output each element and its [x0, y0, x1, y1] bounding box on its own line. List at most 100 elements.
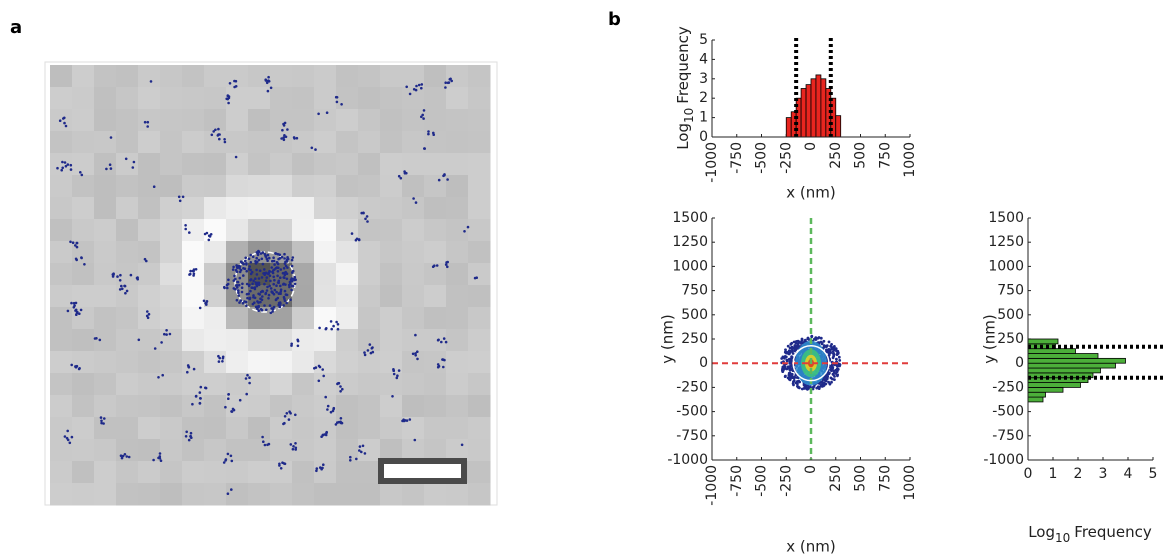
localization: [288, 280, 292, 284]
localization: [143, 257, 147, 261]
density-point: [800, 337, 804, 341]
x-tick-label: 3: [1099, 466, 1108, 482]
localization: [364, 217, 367, 221]
localization: [403, 170, 406, 173]
localization: [289, 278, 293, 282]
image-pixel: [292, 373, 315, 396]
image-pixel: [50, 439, 73, 462]
localization: [249, 253, 252, 257]
localization: [137, 338, 141, 342]
localization: [318, 326, 321, 330]
x-tick-label: 250: [828, 465, 844, 492]
image-pixel: [72, 87, 95, 110]
localization: [245, 304, 248, 308]
density-point: [783, 375, 787, 378]
localization: [224, 405, 227, 409]
localization: [280, 255, 284, 259]
localization: [273, 278, 276, 282]
localization: [100, 419, 103, 423]
image-pixel: [358, 65, 381, 88]
localization: [63, 161, 67, 164]
image-pixel: [468, 87, 491, 110]
image-pixel: [446, 87, 469, 110]
localization: [284, 283, 287, 286]
localization: [265, 276, 269, 279]
localization: [262, 440, 265, 444]
localization: [248, 376, 251, 380]
image-pixel: [292, 65, 315, 88]
localization: [254, 259, 257, 263]
localization: [396, 374, 399, 378]
localization: [273, 263, 276, 266]
image-pixel: [270, 197, 293, 220]
image-pixel: [336, 395, 359, 418]
localization: [234, 277, 237, 281]
image-pixel: [380, 241, 403, 264]
image-pixel: [358, 461, 381, 484]
localization: [244, 256, 247, 260]
localization: [271, 310, 274, 313]
localization: [160, 341, 163, 344]
density-point: [835, 353, 839, 356]
density-point: [791, 376, 795, 379]
image-pixel: [380, 483, 403, 506]
x-tick-label: -500: [754, 142, 770, 174]
image-pixel: [226, 439, 249, 462]
image-pixel: [424, 329, 447, 352]
image-pixel: [116, 197, 139, 220]
localization: [192, 272, 196, 276]
image-pixel: [248, 109, 271, 132]
image-pixel: [72, 417, 95, 440]
image-pixel: [402, 109, 425, 132]
image-pixel: [358, 175, 381, 198]
image-pixel: [424, 417, 447, 440]
image-pixel: [226, 131, 249, 154]
localization: [80, 173, 84, 177]
density-point: [786, 376, 790, 380]
localization: [246, 373, 249, 377]
localization: [247, 267, 251, 271]
localization: [74, 309, 77, 312]
localization: [75, 364, 79, 368]
image-pixel: [314, 351, 337, 374]
localization: [264, 279, 268, 283]
image-pixel: [270, 131, 293, 154]
localization: [192, 268, 196, 271]
localization: [310, 146, 314, 150]
localization: [289, 443, 293, 446]
localization: [266, 443, 269, 447]
localization: [397, 369, 401, 372]
density-point: [827, 353, 831, 357]
image-pixel: [468, 109, 491, 132]
image-pixel: [468, 461, 491, 484]
localization: [217, 354, 220, 358]
axis-label: x (nm): [786, 538, 835, 556]
localization: [212, 130, 215, 133]
image-pixel: [468, 483, 491, 506]
localization: [436, 365, 440, 369]
image-pixel: [248, 461, 271, 484]
localization: [272, 275, 276, 279]
image-pixel: [160, 131, 183, 154]
localization: [290, 284, 294, 288]
density-point: [786, 365, 790, 369]
localization: [264, 291, 268, 295]
localization: [214, 128, 217, 132]
density-point: [837, 355, 841, 359]
density-point: [838, 359, 842, 362]
localization: [269, 311, 273, 315]
localization: [435, 264, 439, 267]
localization: [263, 282, 266, 286]
localization: [339, 390, 342, 393]
localization: [283, 415, 287, 418]
localization: [261, 251, 265, 254]
localization: [315, 467, 319, 470]
localization: [73, 304, 76, 307]
localization: [267, 293, 271, 297]
image-pixel: [314, 131, 337, 154]
image-pixel: [402, 263, 425, 286]
image-pixel: [380, 197, 403, 220]
image-pixel: [468, 373, 491, 396]
localization: [237, 289, 240, 292]
localization: [411, 352, 415, 356]
